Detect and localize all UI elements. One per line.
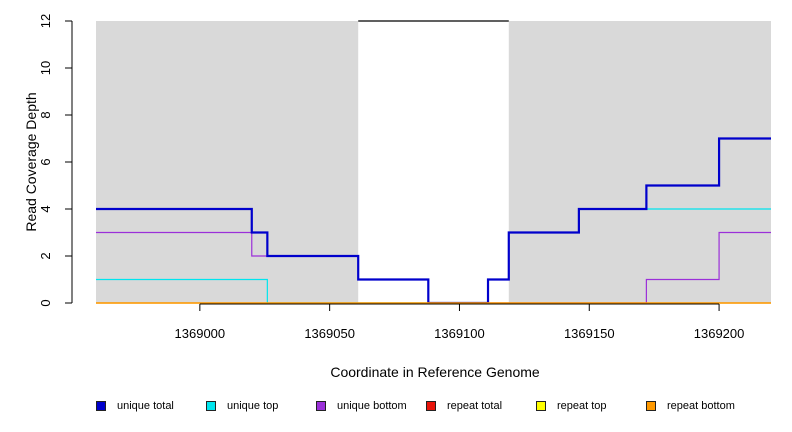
x-tick-label-0: 1369000 [175,326,226,341]
legend-swatch-unique-bottom [316,401,326,411]
y-tick-label-4: 8 [38,111,53,118]
x-tick-label-4: 1369200 [694,326,745,341]
y-tick-label-5: 10 [38,61,53,75]
axes: 0 2 4 6 8 10 12 1369000 1369050 1369100 1369150 136… [38,14,744,341]
legend: unique total unique top unique bottom re… [96,400,776,416]
x-axis-title: Coordinate in Reference Genome [330,364,540,380]
legend-item-unique-bottom: unique bottom [316,400,407,412]
legend-swatch-unique-top [206,401,216,411]
legend-swatch-unique-total [96,401,106,411]
legend-item-repeat-total: repeat total [426,400,502,412]
legend-item-repeat-top: repeat top [536,400,607,412]
legend-label-repeat-bottom: repeat bottom [667,400,735,412]
legend-label-repeat-top: repeat top [557,400,607,412]
x-tick-label-2: 1369100 [434,326,485,341]
series-lines [96,137,771,305]
x-tick-label-1: 1369050 [304,326,355,341]
y-axis-title: Read Coverage Depth [23,92,39,231]
legend-swatch-repeat-bottom [646,401,656,411]
legend-item-unique-top: unique top [206,400,278,412]
y-tick-label-2: 4 [38,205,53,212]
legend-item-unique-total: unique total [96,400,174,412]
legend-swatch-repeat-total [426,401,436,411]
legend-label-unique-total: unique total [117,400,174,412]
legend-label-repeat-total: repeat total [447,400,503,412]
y-tick-label-1: 2 [38,252,53,259]
legend-label-unique-top: unique top [227,400,279,412]
shaded-region-1 [508,21,771,303]
legend-item-repeat-bottom: repeat bottom [646,400,735,412]
legend-swatch-repeat-top [536,401,546,411]
y-tick-label-0: 0 [38,299,53,306]
y-tick-label-3: 6 [38,158,53,165]
shaded-regions [96,21,771,303]
legend-label-unique-bottom: unique bottom [337,400,407,412]
series-line-unique-total [96,137,771,305]
shaded-region-0 [96,21,359,303]
y-tick-label-6: 12 [38,14,53,28]
x-tick-label-3: 1369150 [564,326,615,341]
